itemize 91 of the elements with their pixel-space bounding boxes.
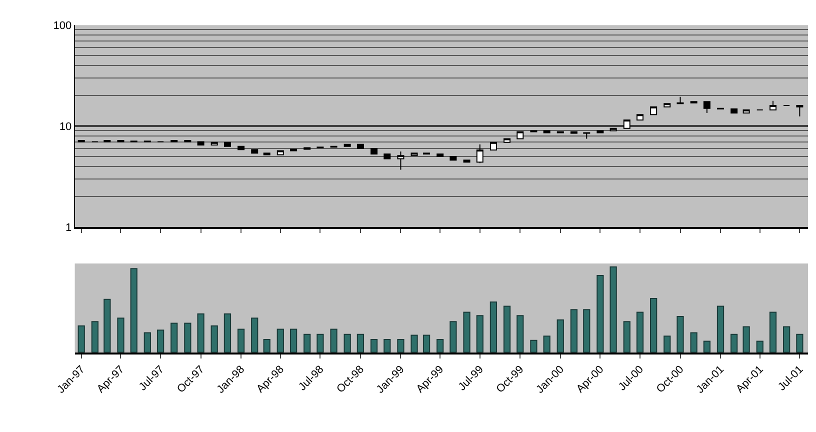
candlestick <box>463 160 470 163</box>
bar <box>130 268 138 352</box>
bar <box>263 339 270 352</box>
bar <box>78 325 85 352</box>
bar <box>450 321 457 352</box>
candlestick <box>583 132 590 140</box>
bar <box>224 313 232 352</box>
candlestick <box>676 96 684 104</box>
candlestick <box>344 144 351 147</box>
candlestick <box>543 130 550 134</box>
y-tick-label: 100 <box>53 20 72 32</box>
bar <box>356 334 364 352</box>
bar <box>237 328 245 352</box>
bar <box>610 266 617 352</box>
bar <box>422 334 430 352</box>
bar <box>703 340 711 352</box>
candlestick <box>384 153 391 160</box>
bar <box>730 334 738 352</box>
candlestick <box>370 148 378 154</box>
bar <box>623 321 630 352</box>
bar <box>583 309 590 352</box>
bar <box>104 298 111 352</box>
bar <box>690 332 698 352</box>
bar <box>716 306 724 352</box>
candlestick <box>623 119 630 129</box>
candlestick <box>436 153 444 158</box>
bar <box>304 334 311 352</box>
candlestick <box>356 144 364 150</box>
bar <box>397 339 404 352</box>
bar <box>756 340 764 352</box>
bar <box>636 312 644 352</box>
candlestick <box>251 149 258 154</box>
bar <box>170 322 178 352</box>
candlestick <box>730 108 738 114</box>
bar <box>370 339 378 352</box>
bar <box>543 336 550 352</box>
bar <box>276 328 284 352</box>
candlestick <box>770 100 776 110</box>
y-tick-label: 10 <box>59 120 72 133</box>
bar <box>344 334 351 352</box>
bar <box>742 326 750 352</box>
candlestick <box>304 147 311 150</box>
bar <box>251 318 258 352</box>
bar <box>596 274 604 352</box>
candlestick <box>276 150 284 156</box>
candlestick <box>504 138 511 143</box>
candlestick <box>397 151 404 170</box>
candlestick <box>664 103 671 108</box>
candlestick <box>516 131 524 140</box>
candlestick <box>224 142 231 147</box>
bar <box>290 328 298 352</box>
bar <box>210 325 218 352</box>
bar <box>676 316 684 352</box>
candlestick <box>703 101 710 114</box>
candlestick <box>596 130 604 134</box>
candlestick <box>210 142 218 146</box>
candlestick <box>490 142 497 151</box>
bar <box>316 334 324 352</box>
bar <box>570 309 578 352</box>
candlestick <box>742 109 750 114</box>
bar <box>436 339 444 352</box>
candlestick <box>570 131 578 134</box>
bar <box>769 312 777 352</box>
candlestick <box>450 156 457 161</box>
bar <box>490 301 498 352</box>
bar <box>516 315 524 352</box>
bar <box>463 312 470 352</box>
bar <box>556 319 564 352</box>
bar <box>184 322 192 352</box>
bar <box>330 328 338 352</box>
bar <box>783 326 790 352</box>
bar <box>117 318 124 352</box>
bar <box>650 298 658 352</box>
bar <box>476 315 484 352</box>
bar <box>384 339 391 352</box>
bar <box>796 334 804 352</box>
candlestick <box>410 152 418 156</box>
candlestick <box>650 106 658 116</box>
candlestick <box>263 152 270 156</box>
bar <box>410 334 418 352</box>
bar <box>91 321 98 352</box>
bar <box>144 332 151 352</box>
y-tick-label: 1 <box>65 222 72 234</box>
candlestick <box>796 105 804 117</box>
candlestick <box>636 114 644 120</box>
bar <box>197 313 204 352</box>
candlestick <box>476 144 484 164</box>
bar <box>530 340 538 352</box>
bar <box>503 306 511 352</box>
bar <box>156 330 164 352</box>
bar <box>664 336 671 352</box>
